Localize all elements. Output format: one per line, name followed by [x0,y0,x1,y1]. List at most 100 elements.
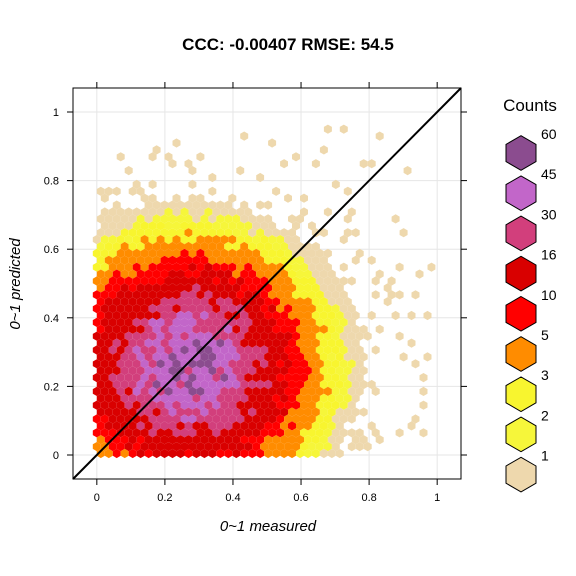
hex-cell [260,373,269,383]
hex-cell [128,352,137,362]
hex-cell [272,379,281,390]
hex-cell [92,317,101,327]
hex-cell [120,352,129,362]
hex-cell [304,324,312,334]
hex-cell [375,324,384,334]
hex-cell [116,331,125,341]
hex-cell [280,159,288,169]
hex-cell [311,159,320,169]
hex-cell [268,428,277,438]
hex-cell [108,262,117,272]
hex-cell [204,248,213,258]
hex-cell [116,276,125,286]
hex-cell [300,386,308,396]
hex-cell [252,331,261,341]
hex-cell [371,428,380,438]
identity-line [72,87,462,480]
hex-cell [244,442,253,452]
hex-cell [144,297,153,307]
hex-cell [168,255,177,265]
hex-cell [304,297,312,307]
hex-cell [148,207,157,217]
hex-cell [116,207,125,217]
hex-cell [308,276,316,286]
hex-cell [184,352,193,362]
hex-cell [272,366,281,376]
hex-cell [339,317,348,327]
hex-cell [200,200,209,210]
hex-cell [92,262,101,272]
hex-cell [391,310,400,321]
hex-cell [136,448,145,459]
hex-cell [327,448,336,459]
hex-cell [112,352,121,362]
hex-cell [148,331,157,341]
hex-cell [148,235,157,245]
hex-cell [367,159,376,169]
hex-cell [284,290,292,300]
hex-cell [156,331,165,341]
hex-cell [371,345,380,355]
hex-cell [164,262,173,272]
hex-cell [272,421,281,431]
hex-cell [327,324,336,334]
hex-cell [319,269,328,279]
y-tick-label: 0.6 [44,244,59,256]
hex-cell [351,435,360,445]
hex-cell [296,421,304,431]
hex-cell [184,393,193,403]
hex-cell [327,352,336,362]
hex-cell [136,228,145,238]
hex-cell [172,331,181,341]
hex-cell [180,221,189,231]
hex-cell [180,359,189,369]
hex-cell [252,304,261,314]
hex-cell [164,248,173,258]
hex-cell [280,435,288,445]
hex-cell [248,324,257,334]
hex-cell [132,345,141,355]
hex-cell [272,297,281,307]
hex-cell [164,304,173,314]
hex-cell [116,235,125,245]
hex-cell [148,428,157,438]
hex-cell [288,283,296,293]
hex-cell [236,414,245,424]
hex-cell [319,255,328,265]
hex-cell [335,435,344,445]
hex-cell [176,352,185,362]
hex-cell [375,435,384,445]
hex-cell [240,352,249,362]
hex-cell [395,262,404,272]
hex-cell [96,435,105,445]
hex-cell [92,276,101,286]
hex-cell [232,421,241,431]
hex-cell [355,248,364,258]
hex-cell [112,297,121,307]
hex-cell [100,248,109,258]
hex-cell [236,248,245,258]
hex-cell [132,331,141,341]
hex-cell [371,290,380,300]
hex-cell [204,221,213,231]
hex-cell [311,283,320,293]
hex-cell [300,304,308,314]
hex-cell [256,297,265,307]
x-tick-label: 0.2 [157,492,172,504]
hex-cell [136,269,145,279]
hex-cell [108,373,117,383]
hex-cell [331,290,340,300]
hex-cell [347,359,356,369]
y-tick-label: 0.2 [44,381,59,393]
hex-cell [120,338,129,348]
hex-cell [311,393,320,403]
hex-cell [395,331,404,341]
hex-cell [168,393,177,403]
hex-cell [264,200,273,210]
hex-cell [331,428,340,438]
hex-cell [315,428,324,438]
hex-cell [108,304,117,314]
hex-cell [252,235,261,245]
hex-cell [280,421,288,431]
hex-cell [228,359,237,369]
